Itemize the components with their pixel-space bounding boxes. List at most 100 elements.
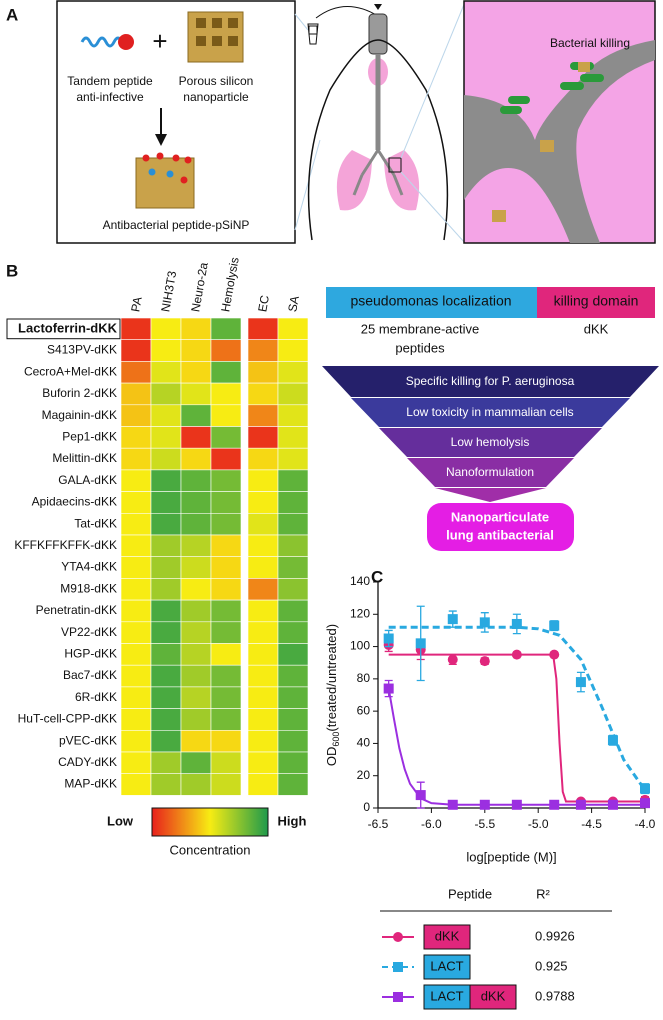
construct-text: killing domain [554,293,639,309]
column-label: NIH3T3 [158,270,179,313]
heat-cell [120,686,152,709]
legend-name-box [469,984,517,1010]
heat-cell [150,491,182,514]
particle-label: nanoparticle [183,90,249,104]
plus: + [152,26,167,56]
funnel [322,366,659,502]
construct-note: peptides [395,340,445,355]
legend-name: LACT [430,988,463,1003]
heat-cell [150,643,182,666]
particle-label: Porous silicon [179,74,254,88]
heat-cell [150,578,182,601]
heatmap: PA NIH3T3 Neuro-2a Hemolysis EC SA Lactoferrin… [6,256,309,857]
product-label: Antibacterial peptide-pSiNP [103,218,250,232]
heat-cell [180,382,212,406]
heat-cell [210,578,242,601]
heat-cell [277,643,309,666]
heat-cell [277,773,309,796]
peptide-icon [80,34,134,50]
construct-note: dKK [584,321,609,336]
heat-cell [150,404,182,427]
heat-cell [277,664,309,688]
heat-cell [247,339,279,362]
row-label: pVEC-dKK [59,733,117,747]
heat-cell [120,729,152,753]
construct-note: 25 membrane-active [361,321,480,336]
legend-name: dKK [481,988,506,1003]
marker [511,799,522,810]
heat-cell [277,512,309,536]
row-label: VP22-dKK [61,625,117,639]
heat-cell [120,469,152,492]
heat-cell [247,556,279,579]
heat-cell [180,708,212,731]
heat-cell [150,339,182,362]
heat-cell [277,491,309,514]
y-axis-label: OD600(treated/untreated) [324,624,341,766]
fit-line [388,653,645,803]
row-highlight [6,318,121,340]
heat-cell [150,686,182,709]
heat-cell [277,426,309,449]
heat-cell [120,382,152,406]
row-label: YTA4-dKK [61,560,117,574]
heat-cell [180,426,212,449]
heat-cell [210,708,242,731]
heat-cell [277,599,309,623]
line-chart: C 0 20 40 60 80 100 120 140 -6.5 -6.0 -5.5 -5.0 -4.5 -… [324,567,656,1010]
legend-name: LACT [430,958,463,973]
heat-cell [180,447,212,471]
y-tick-label: 80 [357,671,371,685]
heat-cell [247,469,279,492]
heat-cell [210,729,242,753]
heat-cell [120,426,152,449]
heat-cell [120,773,152,796]
y-label-rest: (treated/untreated) [324,624,339,732]
heat-cell [210,491,242,514]
heat-cell [247,382,279,406]
heat-cell [120,708,152,731]
y-tick-label: 60 [357,703,371,717]
fit-line [388,625,647,792]
legend-r2: 0.9788 [535,988,575,1003]
heat-cell [247,643,279,666]
column-label: Neuro-2a [188,261,211,313]
heat-cell [120,664,152,688]
heat-cell [180,317,212,341]
y-tick-label: 40 [357,736,371,750]
heat-cell [180,664,212,688]
column-label: EC [255,294,272,313]
x-tick-label: -6.0 [421,817,442,831]
heat-cell [210,447,242,471]
row-label: Apidaecins-dKK [32,495,117,509]
marker [479,656,490,667]
heat-cell [120,512,152,536]
column-label: SA [285,295,302,313]
y-tick-label: 20 [357,768,371,782]
legend-header: R² [536,886,550,901]
arrow-head [155,134,167,146]
heat-cell [210,686,242,709]
y-tick-label: 120 [350,606,370,620]
heat-cell [277,751,309,775]
heat-cell [277,382,309,406]
row-label: GALA-dKK [58,473,117,487]
construct-text: pseudomonas localization [350,293,511,309]
row-label: Pep1-dKK [62,430,117,444]
heat-cell [120,599,152,623]
heat-cell [120,751,152,775]
heat-cell [150,469,182,492]
heat-cell [150,556,182,579]
panel-label: B [6,261,18,280]
heat-cell [247,686,279,709]
heat-cell [120,404,152,427]
x-axis-label: log[peptide (M)] [466,849,556,864]
heat-cell [180,556,212,579]
marker [511,649,522,660]
heat-cell [180,469,212,492]
heat-cell [180,512,212,536]
construct-localization [326,287,537,318]
heat-cell [180,643,212,666]
heat-cell [247,773,279,796]
marker [393,962,403,972]
